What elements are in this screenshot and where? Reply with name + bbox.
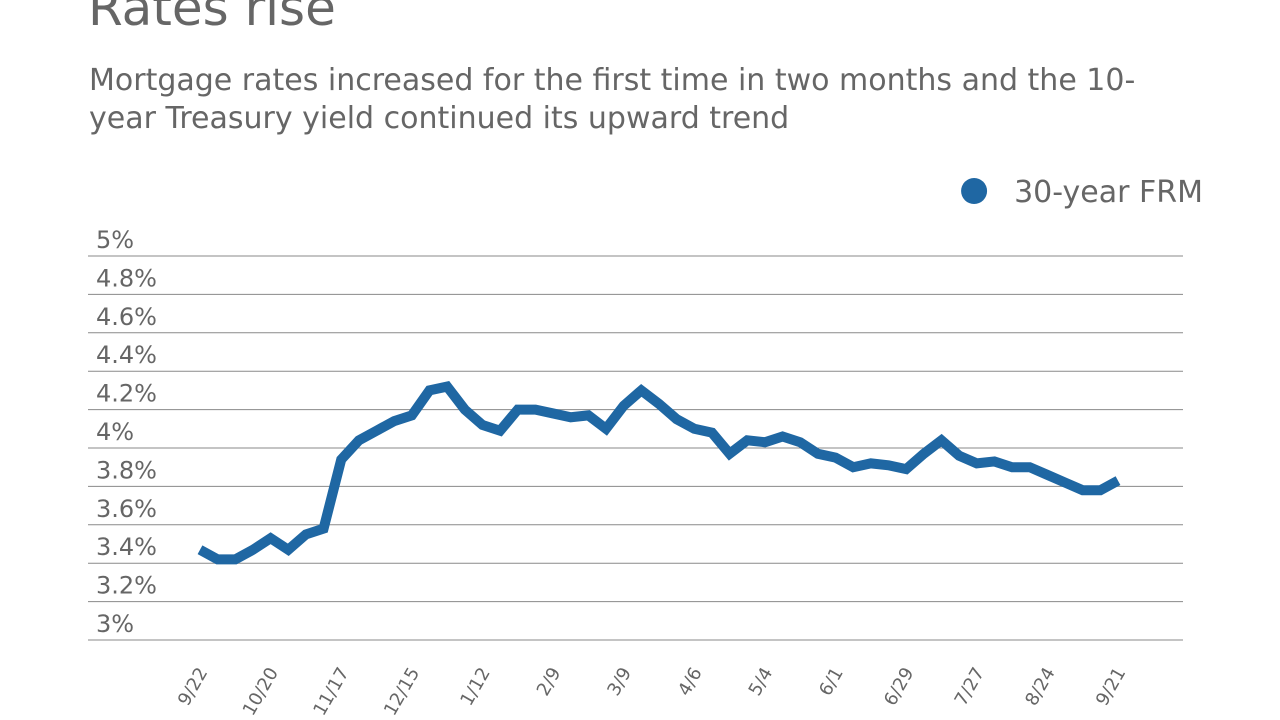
line-series (197, 380, 1121, 565)
chart-title: Rates rise (88, 0, 336, 37)
legend-label: 30-year FRM (1014, 175, 1203, 210)
chart-subtitle: Mortgage rates increased for the first t… (89, 63, 1136, 136)
legend-marker (961, 178, 988, 204)
x-tick-label: 5/4 (745, 664, 778, 700)
y-tick-label: 3% (96, 610, 134, 638)
y-tick-label: 3.2% (96, 572, 157, 600)
y-tick-label: 4.8% (96, 264, 157, 292)
y-tick-label: 3.8% (96, 456, 157, 484)
x-tick-label: 7/27 (951, 664, 989, 710)
x-tick-label: 9/22 (174, 664, 212, 710)
x-tick-label: 6/1 (815, 664, 848, 700)
y-tick-label: 5% (96, 226, 134, 254)
x-tick-label: 11/17 (309, 664, 353, 719)
x-tick-label: 6/29 (880, 664, 918, 710)
x-tick-label: 12/15 (380, 664, 424, 719)
y-tick-label: 3.4% (96, 533, 157, 561)
y-tick-label: 4.2% (96, 380, 157, 408)
y-tick-label: 4.4% (96, 341, 157, 369)
y-tick-label: 3.6% (96, 495, 157, 523)
x-tick-label: 4/6 (674, 664, 707, 700)
y-tick-label: 4% (96, 418, 134, 446)
x-tick-label: 3/9 (603, 664, 636, 700)
x-tick-label: 1/12 (456, 664, 494, 710)
x-tick-label: 2/9 (533, 664, 566, 700)
x-tick-label: 8/24 (1021, 664, 1059, 710)
x-tick-label: 9/21 (1092, 664, 1130, 710)
x-tick-label: 10/20 (239, 664, 283, 719)
y-tick-label: 4.6% (96, 303, 157, 331)
